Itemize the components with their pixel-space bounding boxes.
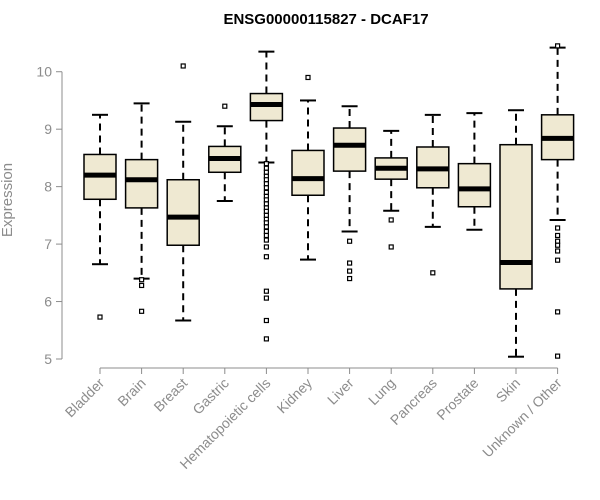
outlier-point <box>139 282 145 289</box>
outlier-point <box>388 244 394 250</box>
box-group <box>291 74 325 261</box>
box-group <box>83 113 117 320</box>
outlier-point <box>347 260 353 266</box>
outlier-point <box>97 314 103 320</box>
outlier-point <box>263 220 269 226</box>
outlier-point <box>554 232 561 239</box>
outlier-point <box>263 181 269 187</box>
y-tick-label: 9 <box>44 121 52 137</box>
outlier-point <box>263 189 269 195</box>
box <box>499 143 533 290</box>
box-group <box>457 112 492 231</box>
outlier-point <box>263 224 269 230</box>
outlier-point <box>139 308 145 314</box>
outlier-point <box>263 288 269 294</box>
outlier-point <box>263 336 269 342</box>
outlier-point <box>139 277 145 283</box>
box-group <box>499 109 533 358</box>
outlier-point <box>263 232 269 239</box>
outlier-point <box>263 244 269 250</box>
box <box>291 149 325 197</box>
box-group <box>124 102 159 314</box>
chart-title: ENSG00000115827 - DCAF17 <box>223 11 428 28</box>
x-tick-label: Bladder <box>62 375 108 421</box>
box-group <box>332 105 367 282</box>
x-tick-label: Prostate <box>433 375 481 423</box>
box <box>124 158 159 209</box>
y-tick-label: 10 <box>36 64 52 80</box>
box <box>166 178 200 246</box>
outlier-point <box>263 169 269 175</box>
x-tick-label: Unknown / Other <box>479 375 565 461</box>
outlier-point <box>430 270 436 276</box>
outlier-point <box>554 309 561 315</box>
outlier-point <box>222 103 228 109</box>
y-tick-label: 5 <box>44 351 52 367</box>
outlier-point <box>347 268 353 274</box>
outlier-point <box>554 353 561 359</box>
outlier-point <box>388 217 394 223</box>
outlier-point <box>180 63 186 69</box>
x-tick-label: Skin <box>493 375 524 406</box>
x-tick-label: Liver <box>324 375 357 408</box>
x-tick-label: Kidney <box>274 375 316 417</box>
box <box>457 162 492 208</box>
outlier-point <box>347 275 353 282</box>
box <box>332 127 367 172</box>
outlier-point <box>263 295 269 301</box>
outlier-point <box>554 225 561 231</box>
box-groups <box>83 43 575 359</box>
box-group <box>374 129 408 250</box>
outlier-point <box>554 248 561 254</box>
box-group <box>249 50 284 342</box>
outlier-point <box>554 238 561 244</box>
outlier-point <box>263 208 269 214</box>
x-tick-label: Lung <box>365 375 398 408</box>
outlier-point <box>554 43 561 49</box>
y-tick-label: 6 <box>44 294 52 310</box>
y-axis: 5 6 7 8 9 10 <box>36 64 63 367</box>
outlier-point <box>347 238 353 244</box>
y-tick-label: 7 <box>44 236 52 252</box>
box-group <box>416 113 450 276</box>
outlier-point <box>263 201 269 207</box>
x-tick-label: Brain <box>114 375 148 409</box>
outlier-point <box>263 177 269 183</box>
box <box>249 92 284 122</box>
outlier-point <box>263 254 269 260</box>
outlier-point <box>554 257 561 263</box>
outlier-point <box>263 185 269 191</box>
outlier-point <box>263 237 269 243</box>
outlier-point <box>554 242 561 248</box>
outlier-point <box>305 74 311 81</box>
box-group <box>540 43 575 359</box>
box-group <box>166 63 200 322</box>
outlier-point <box>263 197 269 203</box>
y-axis-label: Expression <box>0 163 16 237</box>
box-group <box>208 103 242 202</box>
y-tick-label: 8 <box>44 179 52 195</box>
x-tick-label: Breast <box>150 375 190 415</box>
outlier-point <box>263 228 269 235</box>
outlier-point <box>263 161 269 167</box>
outlier-point <box>263 212 269 218</box>
outlier-point <box>263 165 269 171</box>
outlier-point <box>263 317 269 324</box>
